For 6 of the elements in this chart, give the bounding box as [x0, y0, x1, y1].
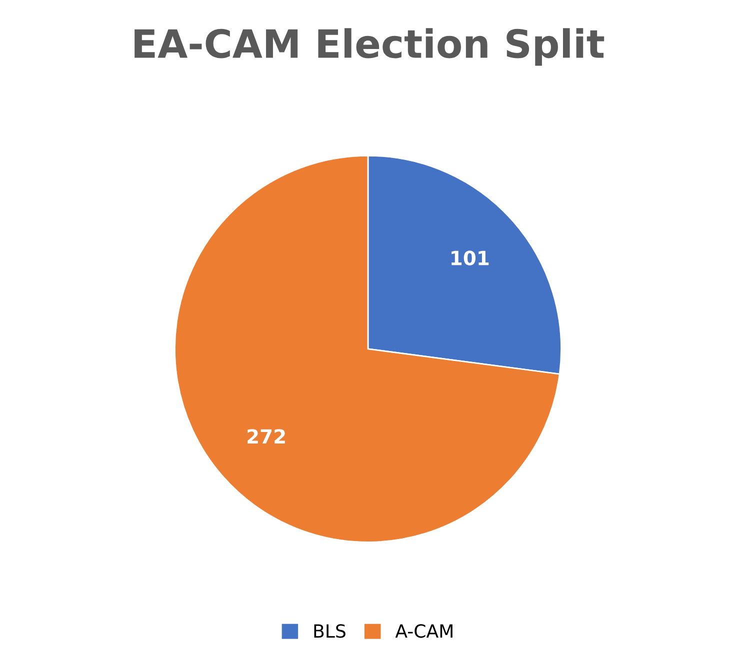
pie-slice	[174, 154, 560, 543]
legend-label: BLS	[314, 624, 346, 638]
chart-title: EA-CAM Election Split	[134, 28, 604, 66]
data-label: 101	[452, 250, 489, 266]
legend-label: A-CAM	[395, 624, 452, 638]
data-label: 272	[248, 429, 285, 444]
